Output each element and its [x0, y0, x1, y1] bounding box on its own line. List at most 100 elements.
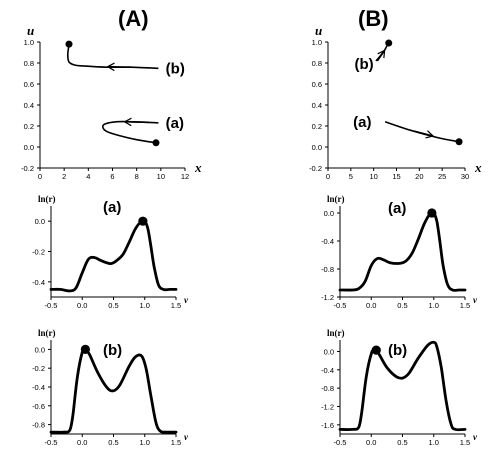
B-top-x-tick-label: 5 [349, 172, 353, 181]
A-bot-x-axis-title: v [184, 432, 189, 442]
B-top-x-tick-label: 20 [415, 172, 423, 181]
A-top-x-axis-title: x [194, 160, 202, 175]
A-top-arrow-b [106, 62, 132, 72]
B-mid-x-tick-label: 1.5 [460, 301, 470, 310]
A-bot-y-tick-label: -0.8 [32, 421, 45, 430]
A-top-label-a: (a) [166, 115, 184, 132]
panel-label-a: (A) [118, 6, 149, 31]
A-mid-y-tick-label: -0.2 [32, 248, 45, 257]
A-mid-series-line [49, 218, 178, 293]
A-mid-x-tick-label: 0.5 [108, 301, 118, 310]
A-bot-y-tick-label: -0.4 [32, 383, 45, 392]
B-mid-y-tick-label: -1.2 [321, 293, 334, 302]
B-bot-y-tick-label: -0.8 [321, 384, 334, 393]
B-bot-y-tick-label: 0.0 [324, 347, 334, 356]
B-top-y-tick-label: 0.4 [312, 101, 322, 110]
B-bot-y-axis-title: ln(r) [327, 328, 345, 338]
B-mid-y-tick-label: -0.8 [321, 265, 334, 274]
A-bot-x-tick-label: 0.5 [108, 438, 118, 447]
B-mid-x-tick-label: -0.5 [334, 301, 347, 310]
A-bot-y-tick-label: -0.2 [32, 364, 45, 373]
B-bot-x-tick-label: 1.0 [429, 438, 439, 447]
A-bot-y-tick-label: 0.0 [35, 345, 45, 354]
B-mid-subplot-label: (a) [388, 200, 406, 217]
A-mid-x-tick-label: 0.0 [77, 301, 87, 310]
A-top-x-tick-label: 0 [38, 172, 42, 181]
A-top-x-tick-label: 2 [62, 172, 66, 181]
B-bot-y-tick-label: -1.2 [321, 402, 334, 411]
B-mid-marker-dot [427, 208, 437, 218]
B-top-y-axis-title: u [315, 23, 322, 38]
B-bot-x-tick-label: -0.5 [334, 438, 347, 447]
A-bot-series-line [49, 347, 178, 434]
A-top-label-b: (b) [166, 60, 185, 77]
A-top-y-tick-label: 0.2 [24, 122, 34, 131]
B-top-arrow-b [376, 49, 386, 62]
A-top-x-tick-label: 10 [157, 172, 165, 181]
A-top-y-tick-label: -0.2 [21, 164, 34, 173]
B-top-label-a: (a) [353, 114, 371, 131]
B-bot-marker-dot [371, 345, 381, 355]
B-mid-y-axis-title: ln(r) [327, 194, 345, 204]
A-top-y-axis-title: u [27, 23, 34, 38]
A-top-x-tick-label: 8 [135, 172, 139, 181]
B-top-start-dot-b [385, 39, 393, 47]
A-mid-x-tick-label: 1.5 [171, 301, 181, 310]
A-top-y-tick-label: 0.0 [24, 143, 34, 152]
A-bot-marker-dot [80, 344, 90, 354]
A-top-arrow-a [123, 117, 149, 127]
B-top-y-tick-label: 0.6 [312, 80, 322, 89]
A-mid-subplot-label: (a) [103, 199, 121, 216]
A-top-start-dot-b [65, 40, 73, 48]
B-bot-y-tick-label: -0.4 [321, 366, 334, 375]
A-mid-x-axis-title: v [184, 295, 189, 305]
B-top-x-tick-label: 10 [369, 172, 377, 181]
B-bot-subplot-label: (b) [388, 342, 407, 359]
A-top-trajectory-a [101, 120, 159, 144]
B-top-x-tick-label: 0 [326, 172, 330, 181]
B-top-x-tick-label: 15 [392, 172, 400, 181]
B-top-start-dot-a [455, 138, 463, 146]
A-top-x-tick-label: 4 [86, 172, 90, 181]
charts-layer: 0 2 4 6 8 10 12-0.20.00.20.40.60.81.0ux(b)(a)0… [21, 23, 482, 447]
A-bot-y-tick-label: -0.6 [32, 402, 45, 411]
A-bot-x-tick-label: 0.0 [77, 438, 87, 447]
A-top-x-tick-label: 6 [110, 172, 114, 181]
panel-label-b: (B) [358, 6, 389, 31]
A-top-x-tick-label: 12 [181, 172, 189, 181]
B-top-y-tick-label: 0.2 [312, 122, 322, 131]
A-bot-x-tick-label: -0.5 [45, 438, 58, 447]
A-bot-x-tick-label: 1.5 [171, 438, 181, 447]
B-bot-y-tick-label: -1.6 [321, 421, 334, 430]
B-bot-x-tick-label: 0.5 [397, 438, 407, 447]
B-top-y-tick-label: 1.0 [312, 38, 322, 47]
B-bot-x-tick-label: 0.0 [366, 438, 376, 447]
A-top-y-tick-label: 0.4 [24, 101, 34, 110]
A-top-y-tick-label: 1.0 [24, 38, 34, 47]
B-top-y-tick-label: 0.0 [312, 143, 322, 152]
A-mid-y-tick-label: -0.4 [32, 278, 45, 287]
B-top-x-tick-label: 30 [461, 172, 469, 181]
B-top-x-axis-title: x [474, 160, 482, 175]
A-bot-subplot-label: (b) [103, 342, 122, 359]
B-top-label-b: (b) [354, 56, 373, 73]
A-mid-marker-dot [138, 216, 148, 226]
A-mid-x-tick-label: 1.0 [140, 301, 150, 310]
B-top-y-tick-label: 0.8 [312, 59, 322, 68]
B-mid-y-tick-label: -0.4 [321, 237, 334, 246]
A-top-y-tick-label: 0.6 [24, 80, 34, 89]
B-mid-y-tick-label: 0.0 [324, 209, 334, 218]
B-mid-x-tick-label: 0.5 [397, 301, 407, 310]
A-top-trajectory-b [67, 44, 159, 70]
B-mid-x-tick-label: 0.0 [366, 301, 376, 310]
A-mid-y-tick-label: 0.0 [35, 217, 45, 226]
A-bot-x-tick-label: 1.0 [140, 438, 150, 447]
B-top-trajectory-a [384, 121, 460, 143]
A-top-y-tick-label: 0.8 [24, 59, 34, 68]
B-top-arrow-a [414, 130, 435, 139]
B-mid-x-tick-label: 1.0 [429, 301, 439, 310]
B-mid-x-axis-title: v [473, 295, 478, 305]
B-bot-x-axis-title: v [473, 432, 478, 442]
B-top-y-tick-label: -0.2 [309, 164, 322, 173]
